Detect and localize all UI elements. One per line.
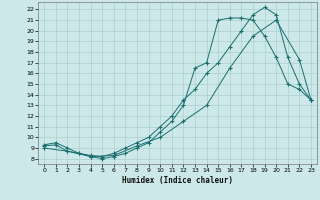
X-axis label: Humidex (Indice chaleur): Humidex (Indice chaleur)	[122, 176, 233, 185]
